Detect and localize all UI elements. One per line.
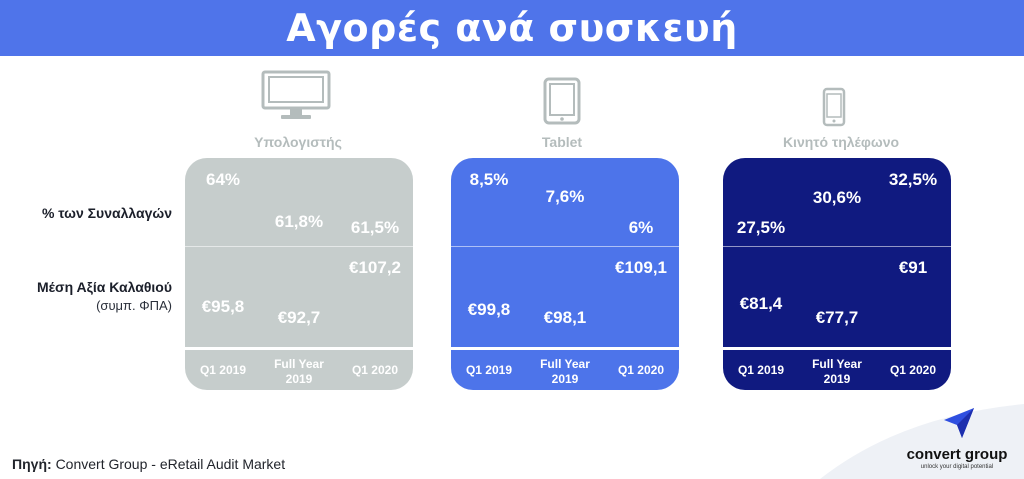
transactions-value-label: 61,8% [274,212,324,232]
row-label-basket-note: (συμπ. ΦΠΑ) [96,298,172,313]
logo-arrow-icon [944,408,974,438]
x-tick-label: Q1 2019 [723,363,799,378]
basket-value-label: €109,1 [615,258,667,277]
axis-divider [723,347,951,350]
x-tick-label: Q1 2020 [603,363,679,378]
transactions-value-label: 30,6% [812,188,862,208]
basket-value-label: €99,8 [467,300,511,320]
x-tick-line: Q1 2019 [199,363,247,377]
row-divider [185,246,413,247]
card-tablet: 8,5% 7,6% 6% €99,8 €98,1 €109,1 Q1 2019 Full Ye… [451,158,679,390]
basket-value-label: €81,4 [739,294,783,314]
x-tick-line: Q1 2020 [889,363,937,377]
transactions-value-label: 64% [205,170,241,189]
row-divider [451,246,679,247]
x-tick-line: Q1 2020 [351,363,399,377]
x-tick-line: 2019 [823,372,851,386]
device-label-desktop: Υπολογιστής [254,134,342,150]
x-tick-line: Full Year [540,357,590,371]
source-note: Πηγή: Convert Group - eRetail Audit Mark… [12,456,285,472]
tablet-icon [543,77,581,125]
x-tick-line: Q1 2019 [465,363,513,377]
x-tick-label: Q1 2020 [337,363,413,378]
x-tick-line: Full Year [274,357,324,371]
basket-value-label: €92,7 [277,308,321,327]
device-label-mobile: Κινητό τηλέφωνο [782,134,900,150]
x-tick-label: Q1 2019 [451,363,527,378]
transactions-value-label: 27,5% [736,218,786,237]
basket-value-label: €77,7 [815,308,859,327]
logo-background-shape [820,404,1024,479]
transactions-value-label: 6% [628,218,654,237]
row-divider [723,246,951,247]
axis-divider [185,347,413,350]
page-title: Αγορές ανά συσκευή [286,6,738,50]
x-tick-label: Full Year 2019 [261,357,337,387]
transactions-value-label: 8,5% [469,170,509,189]
transactions-value-label: 7,6% [545,187,585,207]
x-tick-line: 2019 [551,372,579,386]
row-label-basket: Μέση Αξία Καλαθιού [37,279,172,295]
x-tick-label: Full Year 2019 [527,357,603,387]
transactions-value-label: 32,5% [888,170,938,189]
basket-value-label: €95,8 [201,297,245,317]
logo-name: convert group [906,446,1008,463]
x-tick-label: Full Year 2019 [799,357,875,387]
x-tick-line: 2019 [285,372,313,386]
basket-value-label: €91 [898,258,928,277]
x-tick-label: Q1 2019 [185,363,261,378]
mobile-phone-icon [822,87,846,127]
basket-value-label: €107,2 [349,258,401,277]
x-tick-line: Full Year [812,357,862,371]
desktop-monitor-icon [261,70,331,119]
transactions-value-label: 61,5% [350,218,400,237]
x-tick-line: Q1 2019 [737,363,785,377]
source-prefix: Πηγή: [12,456,52,472]
source-text: Convert Group - eRetail Audit Market [55,456,286,472]
logo-tagline: unlock your digital potential [920,464,994,470]
card-mobile: 27,5% 30,6% 32,5% €81,4 €77,7 €91 Q1 2019 Full … [723,158,951,390]
x-tick-line: Q1 2020 [617,363,665,377]
basket-value-label: €98,1 [543,308,587,327]
device-label-tablet: Tablet [541,134,583,150]
axis-divider [451,347,679,350]
x-tick-label: Q1 2020 [875,363,951,378]
card-desktop: 64% 61,8% 61,5% €95,8 €92,7 €107,2 Q1 2019 Full… [185,158,413,390]
header-banner: Αγορές ανά συσκευή [0,0,1024,56]
row-label-transactions: % των Συναλλαγών [41,205,172,221]
